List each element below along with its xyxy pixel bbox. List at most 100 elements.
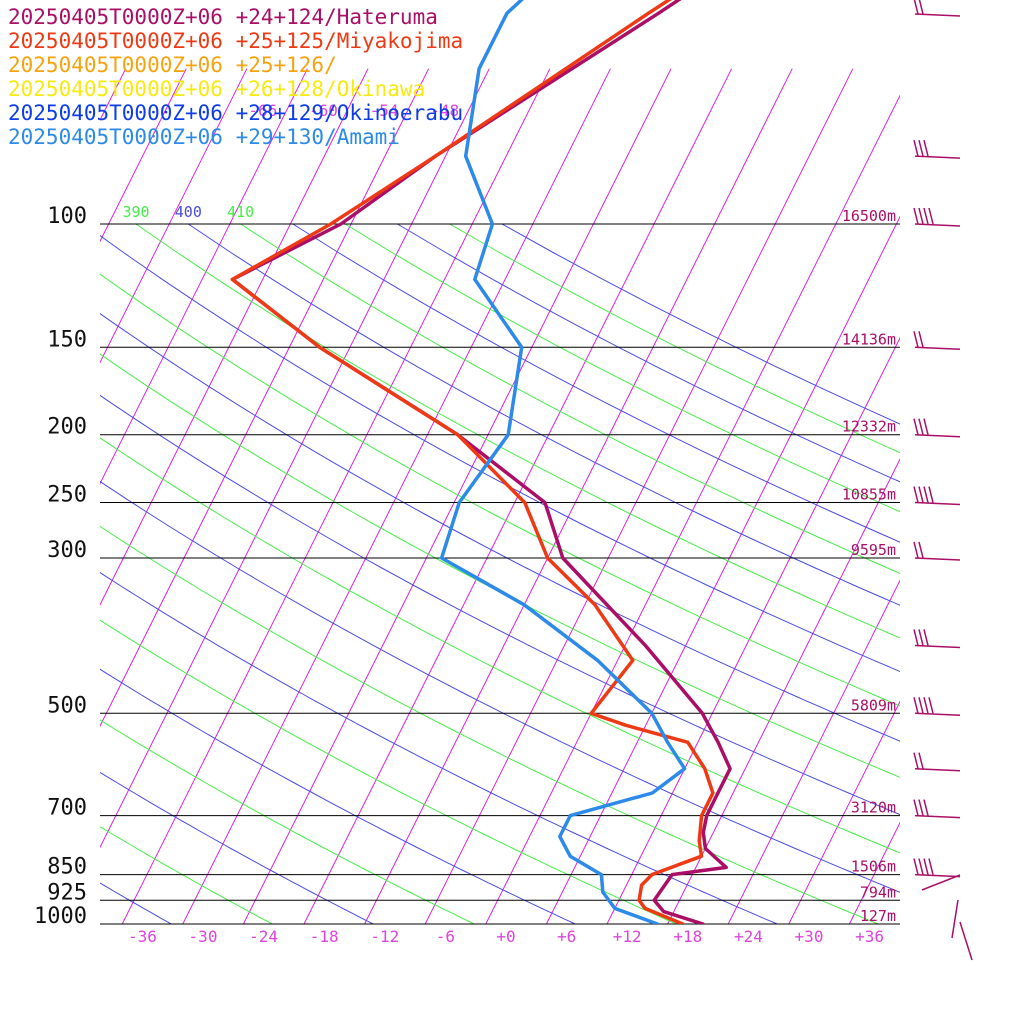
isotherm-line xyxy=(100,68,248,364)
pressure-label: 250 xyxy=(47,483,87,508)
temperature-tick-label: -12 xyxy=(370,927,399,946)
wind-barb-feather xyxy=(923,486,929,503)
isotherm-label: -66 xyxy=(248,101,277,120)
pressure-label: 700 xyxy=(47,796,87,821)
theta-label: 410 xyxy=(227,203,254,221)
isotherm-label: -60 xyxy=(309,101,338,120)
wind-barb-shaft xyxy=(914,501,961,506)
isotherm-line xyxy=(242,68,672,924)
isotherm-line xyxy=(727,579,900,924)
wind-barb-feather xyxy=(913,697,919,714)
wind-barb-feather xyxy=(918,858,924,875)
isotherm-line xyxy=(182,68,611,924)
wind-barb-feather xyxy=(918,629,924,646)
dry-adiabat-line xyxy=(397,223,900,483)
wind-barb-shaft xyxy=(914,223,961,227)
wind-barb-feather xyxy=(918,139,924,157)
wind-barb-shaft xyxy=(914,712,961,717)
wind-barb-feather xyxy=(923,139,929,157)
height-label: 5809m xyxy=(851,696,896,714)
dry-adiabat-line xyxy=(100,235,900,673)
wind-barb xyxy=(959,921,973,961)
wind-barb xyxy=(913,697,961,717)
isotherm-line xyxy=(0,69,4,924)
sounding-line-miyakojima xyxy=(230,0,715,924)
isotherm-line xyxy=(121,68,551,924)
wind-barb xyxy=(921,874,961,891)
legend-entry: 20250405T0000Z+06 +28+129/Okinoerabu xyxy=(8,101,463,125)
pressure-label: 300 xyxy=(47,538,87,563)
wind-barb-feather xyxy=(918,331,924,348)
temperature-tick-label: -18 xyxy=(310,927,339,946)
wind-barb-feather xyxy=(928,486,934,503)
temperature-tick-label: -36 xyxy=(128,927,157,946)
temperature-tick-label: -30 xyxy=(189,927,218,946)
isotherm-line xyxy=(971,69,1024,924)
sounding-lines xyxy=(230,0,732,924)
isotherm-line xyxy=(100,68,369,606)
legend-entry: 20250405T0000Z+06 +25+126/ xyxy=(8,53,337,77)
wind-barbs xyxy=(913,0,973,961)
wind-barb-feather xyxy=(923,418,929,435)
temperature-tick-label: -6 xyxy=(436,927,455,946)
wind-barb-shaft xyxy=(914,13,961,17)
legend-entry: 20250405T0000Z+06 +24+124/Hateruma xyxy=(8,5,438,29)
temperature-tick-label: +0 xyxy=(496,927,515,946)
dry-adiabat-line xyxy=(100,353,900,778)
isotherm-line xyxy=(424,68,854,924)
wind-barb xyxy=(913,752,961,772)
dry-adiabat-line xyxy=(292,223,900,543)
wind-barb-feather xyxy=(913,858,919,875)
wind-barb-shaft xyxy=(914,346,961,351)
pressure-label: 925 xyxy=(47,880,87,905)
wind-barb-shaft xyxy=(914,155,961,159)
isotherm-line xyxy=(606,336,900,924)
isotherm-line xyxy=(667,458,900,924)
height-label: 14136m xyxy=(842,330,896,348)
temperature-tick-label: +18 xyxy=(673,927,702,946)
wind-barb xyxy=(913,799,961,819)
pressure-label: 150 xyxy=(47,327,87,352)
isotherm-line xyxy=(100,68,187,243)
height-label: 3120m xyxy=(851,799,896,817)
wind-barb-feather xyxy=(918,486,924,503)
sounding-line-hateruma xyxy=(230,0,732,924)
dry-adiabat-line xyxy=(449,223,900,454)
wind-barb-feather xyxy=(928,207,934,225)
wind-barb-feather xyxy=(913,139,919,157)
sounding-line-amami xyxy=(439,0,687,924)
legend-entry: 20250405T0000Z+06 +29+130/Amami xyxy=(8,125,400,149)
height-label: 10855m xyxy=(842,486,896,504)
dry-adiabat-line xyxy=(344,223,900,513)
wind-barb xyxy=(913,486,961,506)
dry-adiabat-line xyxy=(100,312,900,742)
wind-barb-feather xyxy=(913,752,919,769)
wind-barb xyxy=(913,139,961,159)
wind-barb-shaft xyxy=(914,873,961,878)
wind-barb xyxy=(913,541,961,561)
wind-barb-feather xyxy=(913,0,919,15)
dry-adiabat-line xyxy=(100,394,900,816)
wind-barb-shaft xyxy=(914,644,961,649)
dry-adiabat-line xyxy=(100,480,900,893)
wind-barb xyxy=(913,0,961,17)
wind-barb xyxy=(913,331,961,351)
wind-barb xyxy=(951,899,959,939)
wind-barb-shaft xyxy=(914,557,961,561)
isotherm-line xyxy=(100,68,490,849)
wind-barb xyxy=(913,858,961,878)
theta-label: 400 xyxy=(175,203,202,221)
pressure-label: 100 xyxy=(47,204,87,229)
wind-barb-feather xyxy=(928,697,934,714)
isotherm-line xyxy=(788,700,900,924)
wind-barb-feather xyxy=(923,799,929,816)
dry-adiabat-line xyxy=(100,437,900,854)
temperature-tick-label: -24 xyxy=(249,927,278,946)
height-label: 12332m xyxy=(842,418,896,436)
theta-label: 390 xyxy=(122,203,149,221)
dry-adiabat-line xyxy=(100,826,273,924)
temperature-tick-label: +24 xyxy=(734,927,763,946)
height-label: 127m xyxy=(860,907,896,925)
wind-barb xyxy=(913,207,961,227)
wind-barb-feather xyxy=(918,207,924,225)
